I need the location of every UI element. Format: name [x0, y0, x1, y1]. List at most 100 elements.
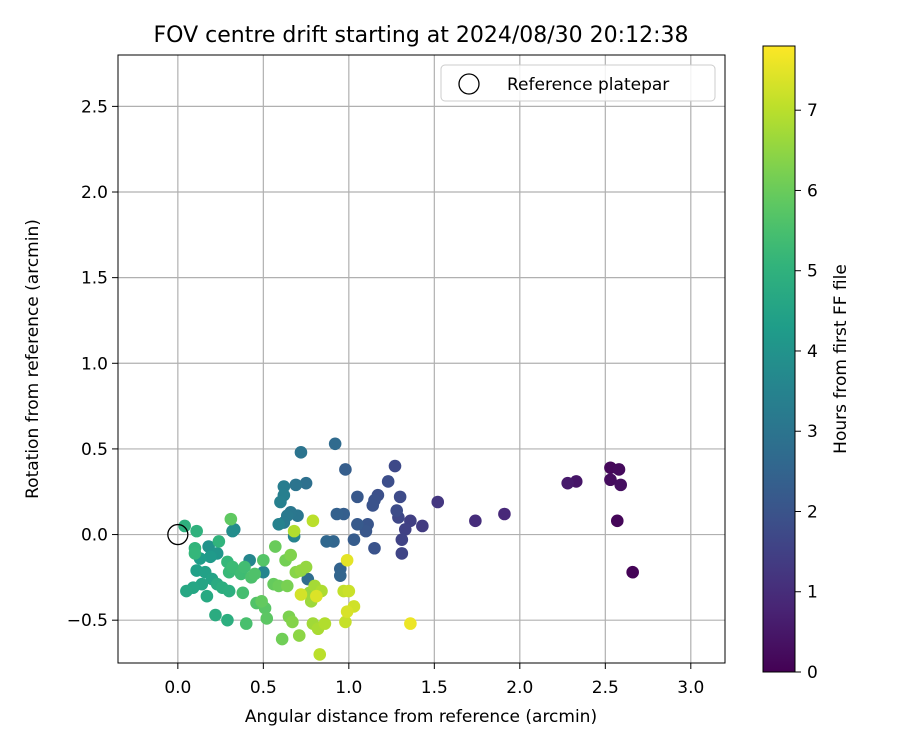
colorbar-tick-label: 3	[807, 422, 818, 442]
data-point	[180, 584, 193, 598]
colorbar-tick-label: 7	[807, 101, 818, 121]
data-point	[255, 595, 268, 608]
data-point	[330, 507, 344, 521]
y-tick-label: 2.5	[81, 97, 108, 117]
x-tick-label: 2.0	[506, 678, 533, 698]
data-point	[274, 495, 287, 509]
data-point	[294, 588, 308, 601]
colorbar-tick-label: 0	[807, 663, 818, 683]
data-point	[294, 446, 308, 459]
data-point	[340, 605, 354, 618]
data-point	[299, 560, 313, 574]
data-point	[299, 476, 313, 490]
x-tick-label: 1.5	[421, 678, 448, 698]
data-point	[610, 514, 624, 528]
data-point	[614, 478, 627, 492]
data-point	[239, 617, 253, 630]
data-point	[404, 617, 417, 630]
chart-title: FOV centre drift starting at 2024/08/30 …	[154, 23, 689, 48]
data-point	[313, 648, 327, 661]
colorbar-gradient	[762, 45, 796, 673]
y-tick-label: 1.0	[81, 354, 108, 374]
data-point	[390, 504, 404, 517]
colorbar-tick-label: 6	[807, 181, 818, 201]
data-point	[226, 560, 239, 574]
data-point	[395, 533, 409, 546]
x-axis-ticks: 0.0 0.5 1.0 1.5 2.0 2.5 3.0	[164, 663, 704, 698]
data-point	[612, 463, 626, 476]
data-point	[342, 584, 356, 598]
data-point	[318, 617, 332, 630]
y-axis-label: Rotation from reference (arcmin)	[23, 219, 43, 499]
data-point	[221, 613, 234, 627]
data-point	[190, 524, 203, 538]
x-axis-label: Angular distance from reference (arcmin)	[245, 707, 597, 727]
y-tick-label: 0.5	[81, 440, 108, 460]
colorbar-tick-label: 4	[807, 342, 818, 362]
data-point	[416, 519, 429, 533]
x-tick-label: 0.0	[164, 678, 191, 698]
y-tick-label: 0.0	[81, 526, 108, 546]
plot-frame	[117, 54, 726, 664]
data-point	[200, 589, 214, 603]
data-point	[340, 553, 354, 567]
x-tick-label: 2.5	[592, 678, 619, 698]
data-point	[269, 540, 282, 553]
legend-box	[440, 64, 716, 102]
colorbar-ticks: 0 1 2 3 4 5 6 7	[795, 101, 818, 683]
data-point	[257, 553, 270, 567]
reference-platepar-marker	[167, 523, 189, 546]
data-point	[388, 459, 402, 473]
data-point	[431, 495, 445, 509]
data-point	[626, 565, 639, 579]
data-point	[226, 524, 239, 538]
y-tick-label: −0.5	[67, 611, 108, 631]
data-point	[222, 584, 236, 598]
colorbar-tick-label: 5	[807, 262, 818, 282]
data-point	[339, 463, 352, 476]
data-point	[204, 550, 217, 564]
data-point	[333, 569, 347, 582]
data-point	[212, 535, 226, 548]
colorbar: 0 1 2 3 4 5 6 7 Hours from first FF file	[762, 45, 851, 683]
data-point	[202, 540, 215, 553]
data-point	[238, 560, 251, 574]
data-point	[320, 535, 333, 548]
data-point	[395, 547, 409, 560]
y-tick-label: 1.5	[81, 269, 108, 289]
data-point	[272, 517, 286, 531]
data-point	[604, 473, 617, 487]
data-point	[306, 514, 320, 528]
legend: Reference platepar	[440, 64, 716, 102]
data-point	[393, 490, 407, 504]
data-point	[328, 437, 342, 451]
data-point	[224, 512, 238, 526]
data-point	[561, 476, 574, 490]
data-point	[347, 533, 361, 546]
data-point	[287, 524, 301, 538]
data-point	[289, 478, 303, 492]
data-point	[469, 514, 482, 528]
data-point	[359, 524, 373, 538]
data-point	[310, 589, 323, 603]
data-point	[178, 519, 191, 533]
data-point	[498, 507, 511, 521]
data-point	[292, 629, 306, 642]
legend-entry-label: Reference platepar	[507, 75, 669, 95]
data-point	[339, 615, 352, 629]
x-tick-label: 1.0	[335, 678, 362, 698]
data-point	[351, 517, 364, 531]
data-point	[398, 523, 412, 536]
data-point	[381, 475, 395, 488]
x-tick-label: 0.5	[250, 678, 277, 698]
colorbar-tick-label: 1	[807, 583, 818, 603]
colorbar-tick-label: 2	[807, 502, 818, 522]
data-point	[248, 567, 262, 581]
reference-marker	[167, 523, 189, 546]
legend-open-circle-icon	[458, 73, 480, 95]
data-point	[284, 548, 297, 562]
data-point	[209, 608, 222, 622]
